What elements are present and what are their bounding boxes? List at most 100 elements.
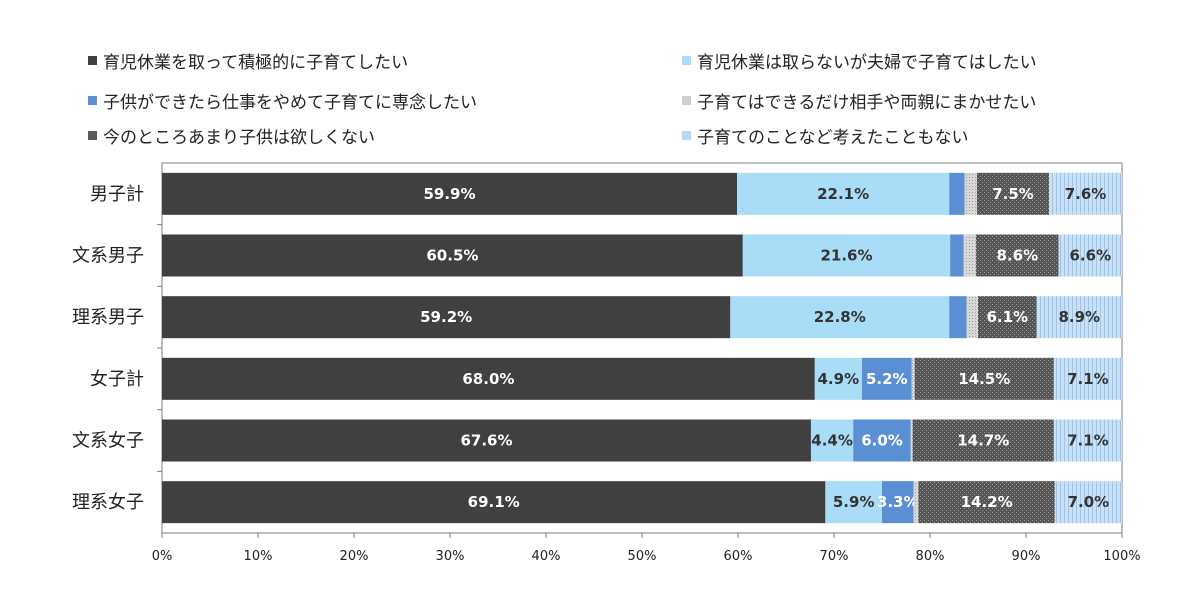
- bar-segment: [918, 481, 1055, 524]
- bar-segment: [162, 357, 815, 400]
- category-label: 理系女子: [72, 492, 144, 513]
- plot-frame: [161, 162, 1123, 534]
- legend-swatch: [682, 96, 691, 105]
- data-label: 22.1%: [817, 185, 869, 203]
- bar-segment: [882, 481, 914, 524]
- data-label: 69.1%: [468, 493, 520, 511]
- x-tick-label: 10%: [244, 549, 273, 564]
- data-label: 7.6%: [1065, 185, 1107, 203]
- bar-segment: [913, 481, 919, 524]
- data-label: 5.2%: [866, 370, 908, 388]
- bar-segment: [1049, 172, 1122, 215]
- x-tick-label: 80%: [916, 549, 945, 564]
- bar-segment: [742, 234, 951, 277]
- bar-segment: [1036, 296, 1122, 339]
- bar-segment: [853, 419, 911, 462]
- data-label: 7.5%: [992, 185, 1034, 203]
- x-tick-label: 70%: [820, 549, 849, 564]
- x-tick-label: 60%: [724, 549, 753, 564]
- x-tick-label: 50%: [628, 549, 657, 564]
- bar-segment: [1058, 234, 1122, 277]
- bar-segment: [162, 172, 738, 215]
- bar-segment: [1054, 481, 1122, 524]
- bar-segment: [1053, 419, 1122, 462]
- category-label: 文系男子: [72, 246, 144, 267]
- bar-segment: [949, 172, 965, 215]
- x-tick-label: 40%: [532, 549, 561, 564]
- legend-item: 今のところあまり子供は欲しくない: [88, 123, 375, 148]
- x-tick-label: 30%: [436, 549, 465, 564]
- data-label: 22.8%: [814, 308, 866, 326]
- bar-segment: [162, 419, 811, 462]
- bar-segment: [162, 296, 731, 339]
- bar-segment: [162, 234, 743, 277]
- category-label: 男子計: [90, 184, 144, 205]
- data-label: 6.1%: [986, 308, 1028, 326]
- category-label: 理系男子: [72, 307, 144, 328]
- legend-label: 子育てはできるだけ相手や両親にまかせたい: [697, 93, 1037, 113]
- data-label: 7.0%: [1068, 493, 1110, 511]
- data-label: 59.9%: [423, 185, 475, 203]
- bar-segment: [963, 234, 977, 277]
- bar-segment: [737, 172, 950, 215]
- legend-swatch: [682, 131, 691, 140]
- legend-item: 子供ができたら仕事をやめて子育てに専念したい: [88, 88, 477, 113]
- legend-label: 子供ができたら仕事をやめて子育てに専念したい: [103, 93, 477, 113]
- legend-item: 子育てのことなど考えたこともない: [682, 123, 969, 148]
- data-label: 4.9%: [818, 370, 860, 388]
- legend-item: 子育てはできるだけ相手や両親にまかせたい: [682, 88, 1036, 113]
- data-label: 4.4%: [811, 432, 853, 450]
- data-label: 67.6%: [460, 432, 512, 450]
- legend-item: 育児休業を取って積極的に子育てしたい: [88, 48, 408, 73]
- legend-label: 育児休業は取らないが夫婦で子育てはしたい: [697, 53, 1037, 73]
- legend-label: 子育てのことなど考えたこともない: [697, 128, 969, 148]
- data-label: 8.6%: [997, 247, 1039, 265]
- bar-segment: [964, 172, 978, 215]
- data-label: 59.2%: [420, 308, 472, 326]
- legend-swatch: [682, 56, 691, 65]
- legend-item: 育児休業は取らないが夫婦で子育てはしたい: [682, 48, 1037, 73]
- legend-swatch: [88, 96, 97, 105]
- bar-segment: [910, 419, 913, 462]
- bar-segment: [861, 357, 912, 400]
- bar-segment: [810, 419, 854, 462]
- legend-label: 育児休業を取って積極的に子育てしたい: [103, 53, 409, 73]
- bar-segment: [950, 234, 964, 277]
- data-label: 5.9%: [833, 493, 875, 511]
- bar-segment: [914, 357, 1054, 400]
- data-label: 7.1%: [1067, 370, 1109, 388]
- bar-segment: [966, 296, 978, 339]
- data-label: 14.2%: [961, 493, 1013, 511]
- data-label: 6.0%: [861, 432, 903, 450]
- plot-area: 0% 10% 20% 30% 40% 50% 60% 70% 80% 90% 100% 男子計 59.9…: [72, 162, 1141, 564]
- legend-swatch: [88, 131, 97, 140]
- bar-segment: [978, 296, 1037, 339]
- legend-label: 今のところあまり子供は欲しくない: [103, 128, 375, 148]
- x-tick-label: 100%: [1103, 549, 1140, 564]
- bar-segment: [911, 357, 915, 400]
- bar-segment: [1053, 357, 1122, 400]
- bar-segment: [976, 234, 1059, 277]
- data-label: 21.6%: [820, 247, 872, 265]
- bar-segment: [949, 296, 967, 339]
- data-label: 7.1%: [1067, 432, 1109, 450]
- bar-segment: [162, 481, 826, 524]
- category-label: 女子計: [90, 369, 144, 390]
- category-label: 文系女子: [72, 431, 144, 452]
- x-tick-label: 90%: [1012, 549, 1041, 564]
- chart-legend: 育児休業を取って積極的に子育てしたい 育児休業は取らないが夫婦で子育てはしたい子供…: [0, 0, 1200, 160]
- data-label: 14.5%: [958, 370, 1010, 388]
- bar-segment: [730, 296, 950, 339]
- bar-segment: [977, 172, 1050, 215]
- data-label: 68.0%: [462, 370, 514, 388]
- x-tick-label: 20%: [340, 549, 369, 564]
- data-label: 60.5%: [426, 247, 478, 265]
- data-label: 3.3%: [877, 493, 919, 511]
- bar-segment: [814, 357, 862, 400]
- legend-swatch: [88, 56, 97, 65]
- x-tick-label: 0%: [152, 549, 173, 564]
- data-label: 8.9%: [1058, 308, 1100, 326]
- data-label: 14.7%: [957, 432, 1009, 450]
- bar-segment: [912, 419, 1054, 462]
